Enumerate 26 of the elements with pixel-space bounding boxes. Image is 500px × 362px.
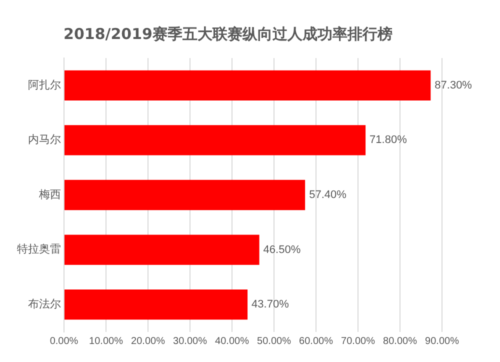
data-label: 57.40% — [309, 189, 347, 202]
y-tick-label: 布法尔 — [28, 297, 61, 310]
x-tick-label: 60.00% — [299, 336, 334, 347]
y-tick-label: 梅西 — [38, 188, 61, 201]
bar — [64, 70, 431, 100]
x-tick-label: 20.00% — [131, 336, 166, 347]
x-tick-label: 30.00% — [173, 336, 208, 347]
x-tick-label: 70.00% — [341, 336, 376, 347]
x-tick-label: 10.00% — [89, 336, 124, 347]
bar — [64, 180, 306, 210]
x-tick-label: 40.00% — [215, 336, 250, 347]
data-label: 71.80% — [370, 134, 408, 146]
x-tick-label: 80.00% — [383, 336, 418, 347]
x-tick-label: 0.00% — [50, 336, 78, 347]
data-label: 43.70% — [252, 298, 290, 311]
y-tick-label: 特拉奥雷 — [17, 242, 61, 256]
bar — [64, 234, 260, 265]
chart-title: 2018/2019赛季五大联赛纵向过人成功率排行榜 — [64, 24, 392, 43]
y-tick-label: 阿扎尔 — [28, 78, 61, 92]
data-label: 87.30% — [434, 79, 472, 92]
bar — [64, 125, 366, 156]
y-tick-label: 内马尔 — [28, 133, 61, 146]
bar — [64, 290, 248, 320]
x-tick-label: 90.00% — [425, 336, 460, 347]
x-tick-label: 50.00% — [257, 336, 292, 347]
data-label: 46.50% — [263, 244, 301, 256]
